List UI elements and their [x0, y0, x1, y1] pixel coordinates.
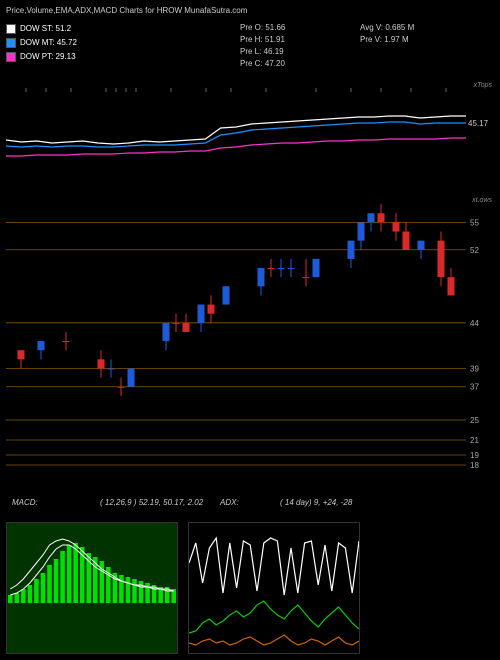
info-line: Pre O: 51.66	[240, 22, 285, 34]
info-line: Pre L: 46.19	[240, 46, 285, 58]
info-line: Avg V: 0.685 M	[360, 22, 414, 34]
svg-text:37: 37	[470, 383, 479, 392]
legend-label: DOW MT: 45.72	[20, 36, 77, 50]
info-line: Pre C: 47.20	[240, 58, 285, 70]
adx-params: ( 14 day) 9, +24, -28	[280, 498, 352, 507]
svg-text:44: 44	[470, 319, 479, 328]
legend-swatch	[6, 38, 16, 48]
legend-row: DOW ST: 51.2	[6, 22, 77, 36]
ohlc-info: Pre O: 51.66Pre H: 51.91Pre L: 46.19Pre …	[240, 22, 285, 70]
svg-text:55: 55	[470, 218, 479, 227]
svg-text:18: 18	[470, 461, 479, 470]
adx-chart	[188, 522, 360, 654]
candlestick-chart: 55 52 44 39 37	[6, 195, 494, 405]
svg-text:25: 25	[470, 416, 479, 425]
volume-info: Avg V: 0.685 MPre V: 1.97 M	[360, 22, 414, 46]
adx-label: ADX:	[220, 498, 239, 507]
indicator-panels	[6, 522, 360, 654]
info-line: Pre H: 51.91	[240, 34, 285, 46]
svg-text:52: 52	[470, 246, 479, 255]
legend: DOW ST: 51.2DOW MT: 45.72DOW PT: 29.13	[6, 22, 77, 64]
svg-text:39: 39	[470, 364, 479, 373]
lower-grid-panel: 25 21 1918	[6, 410, 494, 480]
legend-label: DOW ST: 51.2	[20, 22, 71, 36]
legend-swatch	[6, 24, 16, 34]
legend-row: DOW PT: 29.13	[6, 50, 77, 64]
ema-line-chart: 45.17	[6, 80, 494, 180]
legend-swatch	[6, 52, 16, 62]
svg-text:45.17: 45.17	[468, 119, 489, 128]
legend-row: DOW MT: 45.72	[6, 36, 77, 50]
svg-text:21: 21	[470, 436, 479, 445]
macd-label: MACD:	[12, 498, 38, 507]
macd-params: ( 12,26,9 ) 52.19, 50.17, 2.02	[100, 498, 203, 507]
macd-chart	[6, 522, 178, 654]
x-lows-label: xLows	[472, 197, 492, 204]
info-line: Pre V: 1.97 M	[360, 34, 414, 46]
legend-label: DOW PT: 29.13	[20, 50, 76, 64]
x-tops-label: xTops	[474, 82, 492, 89]
svg-text:19: 19	[470, 451, 479, 460]
chart-title: Price,Volume,EMA,ADX,MACD Charts for HRO…	[6, 6, 247, 15]
